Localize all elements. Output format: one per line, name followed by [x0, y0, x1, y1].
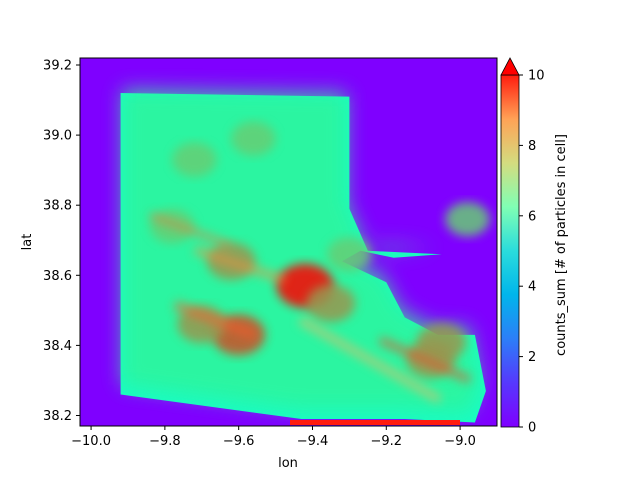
y-axis: 38.2 38.4 38.6 38.8 39.0 39.2: [43, 59, 80, 424]
colorbar-label: counts_sum [# of particles in cell]: [554, 134, 569, 356]
colorbar-extend-max: [500, 57, 520, 76]
y-tick-label: 38.2: [43, 409, 72, 424]
bottom-edge-strip: [290, 420, 460, 425]
y-tick-label: 39.0: [43, 129, 72, 144]
colorbar-tick-label: 0: [528, 421, 536, 436]
hotspot-layer: [149, 121, 490, 379]
y-axis-label: lat: [20, 234, 35, 251]
x-axis: −10.0 −9.8 −9.6 −9.4 −9.2 −9.0: [71, 426, 476, 449]
colorbar-tick-label: 4: [528, 280, 536, 295]
colorbar-ticks: 0 2 4 6 8 10: [519, 69, 545, 436]
hotspot-7: [306, 284, 356, 323]
colorbar-tick-label: 10: [528, 69, 545, 84]
axes-frame: [79, 57, 498, 427]
y-tick-label: 38.4: [43, 339, 72, 354]
hotspot-4: [172, 142, 217, 177]
x-tick-label: −9.2: [371, 434, 403, 449]
hotspot-10: [445, 202, 490, 237]
x-tick-label: −9.6: [223, 434, 255, 449]
y-tick-label: 39.2: [43, 59, 72, 74]
hotspot-5: [231, 121, 276, 156]
x-axis-label: lon: [278, 456, 298, 471]
y-tick-label: 38.6: [43, 269, 72, 284]
x-tick-label: −9.4: [297, 434, 329, 449]
colorbar-tick-label: 6: [528, 209, 536, 224]
y-tick-label: 38.8: [43, 199, 72, 214]
particle-streaks: [148, 212, 472, 404]
x-tick-label: −9.0: [444, 434, 476, 449]
colorbar: 0 2 4 6 8 10 counts_sum [# of particles in ce…: [500, 57, 569, 436]
colorbar-gradient: [500, 74, 520, 428]
x-tick-label: −10.0: [71, 434, 111, 449]
x-tick-label: −9.8: [149, 434, 181, 449]
hotspot-9: [417, 323, 466, 361]
hotspot-11: [327, 237, 372, 272]
colorbar-tick-label: 2: [528, 350, 536, 365]
colorbar-tick-label: 8: [528, 139, 536, 154]
